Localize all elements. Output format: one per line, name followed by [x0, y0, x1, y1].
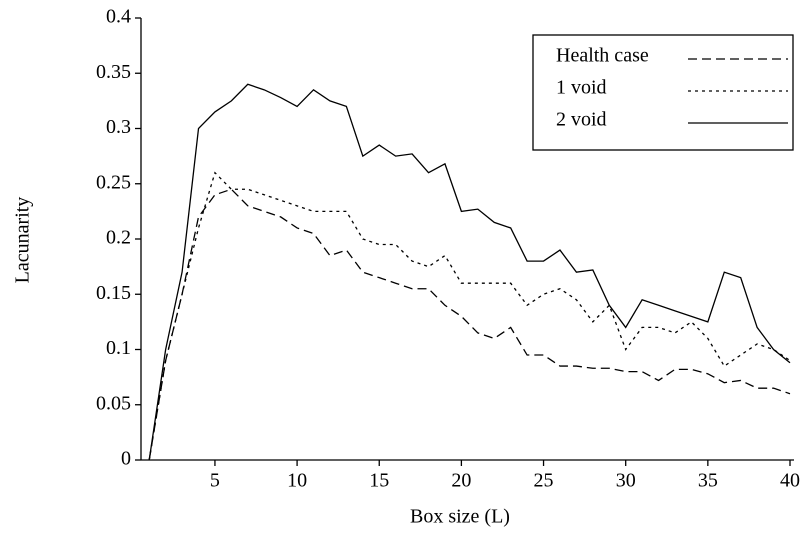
- x-tick-label: 10: [287, 470, 307, 492]
- x-tick-label: 15: [369, 470, 389, 492]
- y-tick-label: 0.2: [106, 227, 131, 249]
- x-tick-label: 20: [451, 470, 471, 492]
- y-tick-label: 0.1: [106, 337, 131, 359]
- y-tick-label: 0.15: [96, 282, 131, 304]
- data-line: [148, 188, 791, 461]
- x-axis-label: Box size (L): [410, 506, 510, 528]
- y-axis-label: Lacunarity: [12, 197, 34, 284]
- y-tick-label: 0.25: [96, 171, 131, 193]
- x-tick-label: 35: [698, 470, 718, 492]
- y-tick-label: 0.05: [96, 392, 131, 414]
- y-tick-label: 0.35: [96, 61, 131, 83]
- y-tick-label: 0.4: [106, 6, 131, 28]
- legend-box: [532, 34, 794, 151]
- legend-label: 2 void: [556, 109, 607, 131]
- x-tick-label: 40: [780, 470, 800, 492]
- x-tick-label: 25: [534, 470, 554, 492]
- legend-label: 1 void: [556, 77, 607, 99]
- x-tick-label: 5: [210, 470, 220, 492]
- legend-label: Health case: [556, 45, 649, 67]
- data-line: [148, 171, 791, 461]
- data-line: [148, 83, 791, 461]
- y-tick-label: 0.3: [106, 116, 131, 138]
- y-tick-label: 0: [121, 448, 131, 470]
- x-tick-label: 30: [616, 470, 636, 492]
